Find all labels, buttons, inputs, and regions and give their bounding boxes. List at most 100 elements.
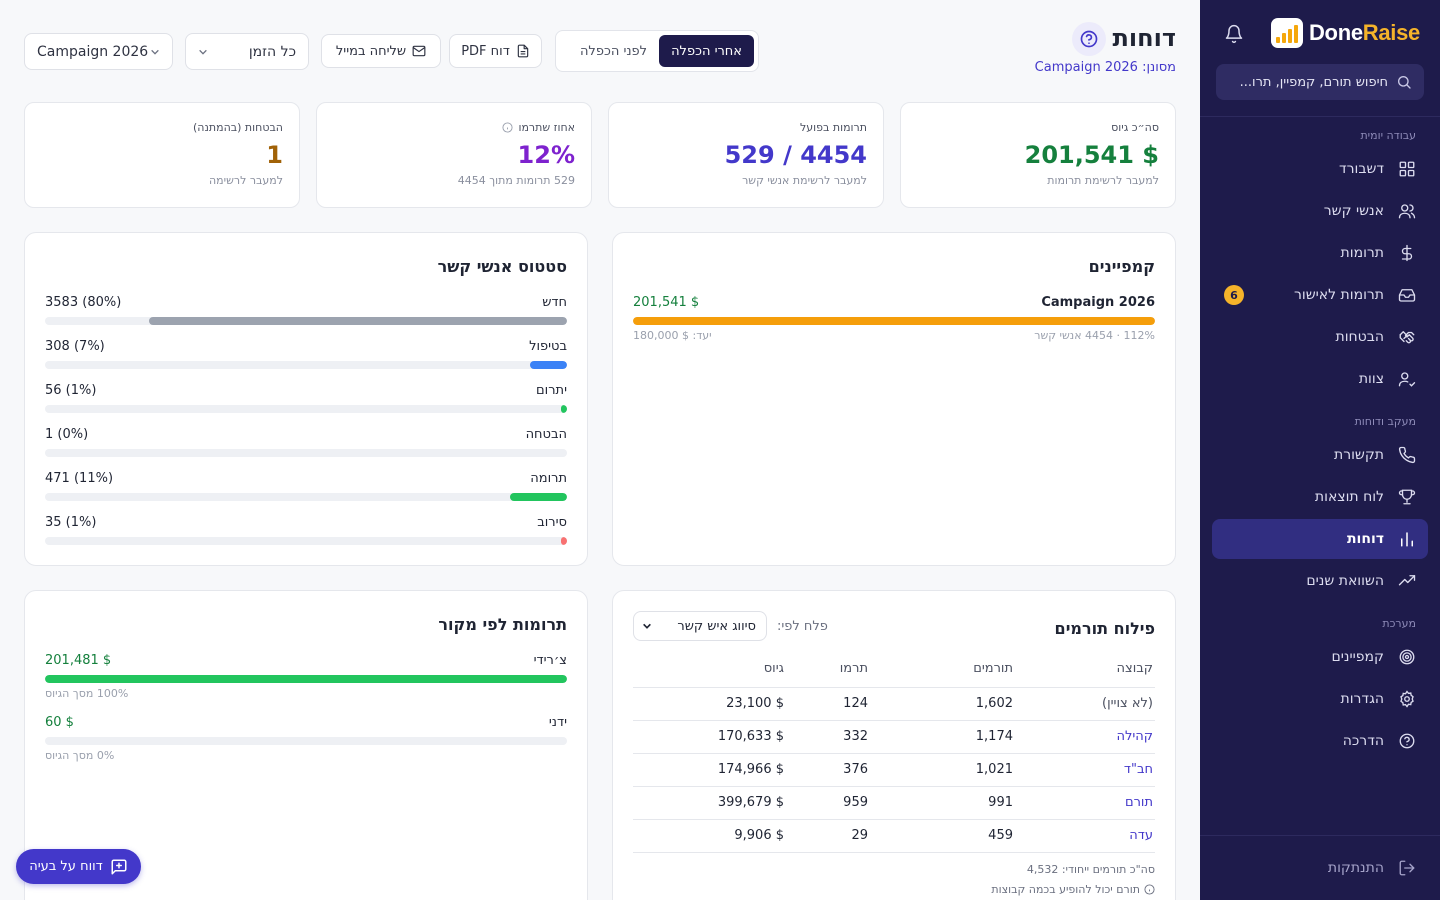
status-label: הבטחה [525, 427, 567, 442]
gave-cell: 29 [786, 819, 870, 853]
status-value: (1%) 35 [45, 515, 97, 530]
after-matching-button[interactable]: אחרי הכפלה [659, 35, 754, 67]
sidebar-item-training[interactable]: הדרכה [1212, 721, 1428, 761]
sidebar-item-settings[interactable]: הגדרות [1212, 679, 1428, 719]
table-row: חב"ד 1,021 376 $ 174,966 [633, 753, 1155, 787]
sidebar-item-leaderboard[interactable]: לוח תוצאות [1212, 477, 1428, 517]
status-row: חדש (80%) 3583 [45, 295, 567, 329]
kpi-label: אחוז שתרמו [518, 121, 575, 134]
dashboard-icon [1399, 161, 1415, 177]
kpi-total-raised[interactable]: סה״כ גיוס $ 201,541 למעבר לרשימת תרומות [900, 102, 1176, 208]
card-title: סטטוס אנשי קשר [437, 257, 567, 276]
campaign-select[interactable]: Campaign 2026 [24, 33, 173, 70]
raised-cell: $ 399,679 [633, 786, 786, 820]
column-header: תורמים [870, 651, 1015, 688]
team-icon [1398, 372, 1416, 387]
kpi-link[interactable]: למעבר לרשימת תרומות [1047, 174, 1159, 187]
table-row: תורם 991 959 $ 399,679 [633, 786, 1155, 820]
pending-count-badge: 6 [1224, 285, 1244, 305]
logout-button[interactable]: התנתקות [1212, 848, 1428, 888]
section-label-tracking: מעקב ודוחות [1354, 415, 1416, 428]
segment-select[interactable]: סיווג איש קשר [633, 611, 767, 641]
raised-cell: $ 23,100 [633, 687, 786, 721]
unique-donors-total: סה"כ תורמים ייחודי: 4,532 [1026, 863, 1155, 876]
sidebar-item-contacts[interactable]: אנשי קשר [1212, 191, 1428, 231]
logo[interactable]: DoneRaise [1270, 18, 1420, 48]
help-icon [1399, 733, 1415, 749]
sidebar-search[interactable] [1216, 64, 1424, 100]
page-title: דוחות [1112, 24, 1176, 52]
pdf-report-button[interactable]: דוח PDF [449, 34, 542, 68]
help-icon [1080, 30, 1098, 48]
status-label: תרומה [530, 471, 567, 486]
message-plus-icon [111, 859, 127, 874]
help-button[interactable] [1072, 22, 1106, 56]
logout-label: התנתקות [1327, 860, 1384, 876]
campaign-name: Campaign 2026 [1041, 295, 1155, 310]
gave-cell: 376 [786, 753, 870, 787]
status-row: יתרום (1%) 56 [45, 383, 567, 417]
filter-prefix: מסונן: [1142, 60, 1176, 75]
gear-icon [1400, 690, 1414, 708]
sidebar-item-label: צוות [1358, 371, 1384, 387]
sidebar-item-pending-donations[interactable]: תרומות לאישור 6 [1212, 275, 1428, 315]
status-bar [45, 317, 567, 325]
before-matching-button[interactable]: לפני הכפלה [568, 35, 659, 67]
status-row: תרומה (11%) 471 [45, 471, 567, 505]
gave-cell: 959 [786, 786, 870, 820]
logo-mark-icon [1270, 18, 1303, 48]
kpi-link[interactable]: למעבר לרשימת אנשי קשר [742, 174, 867, 187]
table-row: קהילה 1,174 332 $ 170,633 [633, 720, 1155, 754]
phone-icon [1398, 446, 1416, 464]
time-range-select[interactable]: כל הזמן [185, 33, 309, 70]
main-content: דוחות מסונן: Campaign 2026 אחרי הכפלה לפ… [16, 22, 1176, 900]
status-value: (11%) 471 [45, 471, 114, 486]
sidebar-item-label: לוח תוצאות [1314, 489, 1384, 505]
info-icon[interactable] [502, 122, 513, 133]
donors-cell: 459 [870, 819, 1015, 853]
kpi-actual-donations[interactable]: תרומות בפועל 4454 / 529 למעבר לרשימת אנש… [608, 102, 884, 208]
group-cell[interactable]: קהילה [1015, 720, 1155, 754]
campaign-row[interactable]: Campaign 2026 $ 201,541 112% · 4454 אנשי… [633, 295, 1155, 342]
group-cell[interactable]: חב"ד [1015, 753, 1155, 787]
campaign-progress-bar [633, 317, 1155, 325]
sidebar-item-dashboard[interactable]: דשבורד [1212, 149, 1428, 189]
donations-by-source-card: תרומות לפי מקור צ׳רידי $ 201,481 100% מסך … [24, 590, 588, 900]
kpi-link[interactable]: למעבר לרשימה [208, 174, 283, 187]
sidebar-item-label: הדרכה [1342, 733, 1384, 749]
pdf-report-label: דוח PDF [461, 43, 510, 59]
matching-toggle: אחרי הכפלה לפני הכפלה [555, 30, 759, 72]
sidebar-item-donations[interactable]: תרומות [1212, 233, 1428, 273]
multi-group-note-text: תורם יכול להופיע בכמה קבוצות [991, 883, 1140, 896]
inbox-icon [1398, 289, 1416, 302]
kpi-value: $ 201,541 [1024, 141, 1159, 169]
kpi-pending-pledges[interactable]: הבטחות (בהמתנה) 1 למעבר לרשימה [24, 102, 300, 208]
source-share: 0% מסך הגיוס [45, 749, 115, 762]
group-cell[interactable]: עדה [1015, 819, 1155, 853]
time-range-value: כל הזמן [248, 43, 296, 60]
status-bar [45, 405, 567, 413]
card-title: קמפיינים [1088, 257, 1155, 276]
sidebar-item-team[interactable]: צוות [1212, 359, 1428, 399]
search-icon [1398, 76, 1411, 89]
kpi-label-row: אחוז שתרמו [333, 121, 575, 134]
sidebar-item-reports[interactable]: דוחות [1212, 519, 1428, 559]
raised-cell: $ 9,906 [633, 819, 786, 853]
report-issue-label: דווח על בעיה [29, 859, 103, 874]
status-row: הבטחה (0%) 1 [45, 427, 567, 461]
sidebar-item-label: תקשורת [1334, 447, 1384, 463]
group-cell[interactable]: תורם [1015, 786, 1155, 820]
sidebar-item-pledges[interactable]: הבטחות [1212, 317, 1428, 357]
logo-text: DoneRaise [1308, 20, 1420, 45]
sidebar-item-year-compare[interactable]: השוואת שנים [1212, 561, 1428, 601]
sidebar-item-campaigns[interactable]: קמפיינים [1212, 637, 1428, 677]
sidebar-item-communication[interactable]: תקשורת [1212, 435, 1428, 475]
sidebar-item-label: דשבורד [1338, 161, 1384, 177]
bell-icon[interactable] [1224, 24, 1244, 44]
contact-status-card: סטטוס אנשי קשר חדש (80%) 3583 בטיפול (7%) 3… [24, 232, 588, 566]
report-issue-button[interactable]: דווח על בעיה [16, 849, 141, 884]
sidebar-divider [1200, 835, 1440, 836]
search-input[interactable] [1228, 74, 1388, 90]
send-email-button[interactable]: שליחה במייל [321, 34, 441, 68]
sidebar-item-label: אנשי קשר [1323, 203, 1384, 219]
